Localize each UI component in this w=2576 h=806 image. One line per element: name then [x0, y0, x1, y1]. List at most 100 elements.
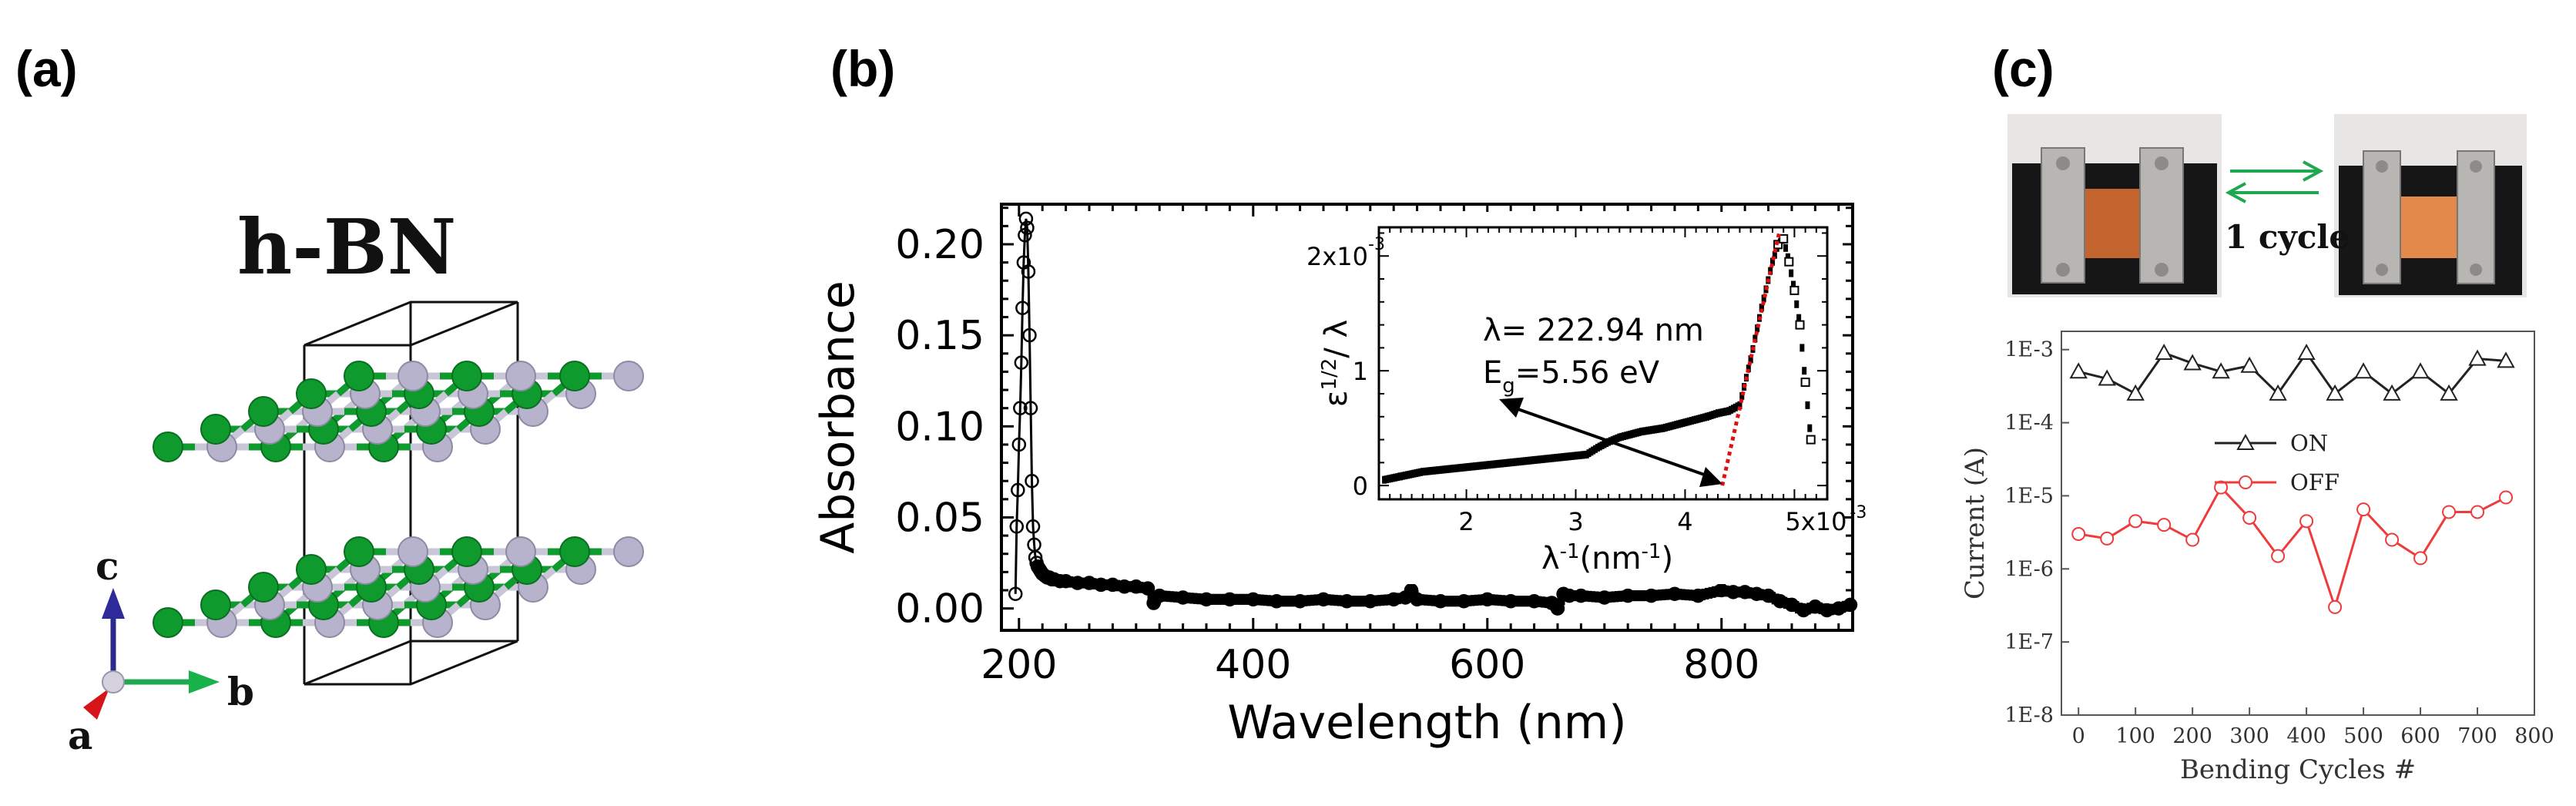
a-axis-arrowhead — [83, 688, 109, 720]
data-point — [1020, 220, 1035, 235]
boron-atom — [296, 378, 327, 409]
boron-atom — [153, 432, 183, 462]
panel-a: (a) h-BN c b a — [15, 40, 644, 758]
boron-atom — [200, 589, 231, 620]
bending-x-tick-label: 400 — [2286, 724, 2326, 748]
data-point-off — [2356, 502, 2371, 517]
hbn-lattice — [153, 361, 644, 638]
inset-y-tick-label: 2x10 — [1306, 242, 1368, 271]
data-point — [1013, 401, 1028, 415]
inset-data-point — [1737, 401, 1742, 409]
bending-y-axis-label: Current (A) — [1960, 447, 1991, 599]
inset-y-tick-label: 1 — [1353, 357, 1368, 386]
y-tick-label: 0.20 — [895, 222, 984, 268]
screw-icon — [2470, 160, 2482, 173]
bending-y-tick-label: 1E-4 — [2004, 411, 2054, 435]
x-axis-label: Wavelength (nm) — [1227, 696, 1626, 750]
bending-chart: 0 100 200 300 400 500 600 700 800 1E-8 1E-7 1E-6 1E-… — [1960, 331, 2554, 785]
data-point — [1021, 264, 1036, 279]
inset-data-point — [1746, 364, 1751, 373]
inset-y-tick-exponent: -3 — [1368, 235, 1385, 254]
data-point-on — [2497, 351, 2515, 368]
device-photo-after — [2334, 114, 2527, 297]
inset-x-tick-label: 4 — [1677, 507, 1692, 536]
cycle-arrows: 1 cycle — [2225, 160, 2350, 256]
bandgap-annotation-part: E — [1483, 355, 1502, 391]
data-point — [1845, 599, 1853, 611]
annotation-arrowhead-icon — [1499, 398, 1524, 418]
inset-y-label-part: ε — [1319, 391, 1354, 408]
bending-x-tick-label: 800 — [2514, 724, 2554, 748]
nitrogen-atom — [505, 536, 536, 567]
inset-y-tick-label: 0 — [1353, 472, 1368, 501]
inset-frame — [1377, 226, 1829, 501]
boron-atom — [200, 414, 231, 445]
data-point-off — [2271, 549, 2286, 563]
bending-x-tick-label: 600 — [2400, 724, 2440, 748]
device-photo-before — [2007, 114, 2222, 297]
nitrogen-atom — [397, 361, 428, 391]
inset-data-point — [1783, 243, 1789, 252]
data-point — [1025, 519, 1041, 534]
photo-after-clamp-left — [2363, 150, 2401, 284]
inset-data-point — [1753, 334, 1758, 343]
bandgap-annotation-part: g — [1502, 374, 1515, 398]
inset-data-point — [1800, 378, 1810, 388]
inset-data-point — [1802, 367, 1807, 375]
bending-x-tick-label: 500 — [2343, 724, 2383, 748]
data-point-on — [2440, 384, 2458, 401]
unit-cell-bottom — [304, 640, 518, 686]
boron-atom — [248, 572, 279, 603]
c-axis-label: c — [96, 543, 119, 589]
data-point — [1011, 482, 1025, 498]
nitrogen-atom — [397, 536, 428, 567]
data-point-off — [2470, 505, 2485, 519]
data-point — [1143, 583, 1152, 594]
bending-y-tick-label: 1E-7 — [2004, 630, 2054, 654]
x-tick-label: 200 — [981, 642, 1057, 688]
inset-data-point — [1796, 314, 1802, 322]
bending-y-tick-label: 1E-8 — [2004, 704, 2054, 727]
inset-data-point — [1794, 300, 1800, 308]
inset-data-point — [1761, 294, 1766, 303]
inset-data-point — [1800, 344, 1805, 352]
series-line-off — [2078, 485, 2507, 611]
inset-data-point — [1784, 257, 1794, 267]
data-point-on — [2326, 384, 2344, 401]
data-point-off — [2242, 510, 2257, 525]
data-point-off — [2499, 490, 2514, 505]
inset-data-point — [1768, 267, 1773, 275]
plot-frame — [1000, 203, 1854, 632]
data-point-off — [2185, 532, 2200, 547]
data-point-off — [2299, 514, 2314, 529]
data-point-on — [2269, 384, 2287, 401]
panel-c-label: (c) — [1992, 40, 2054, 97]
data-point-off — [2128, 514, 2143, 529]
data-point — [1014, 355, 1029, 370]
boron-atom — [153, 607, 183, 638]
bending-x-tick-label: 200 — [2172, 724, 2212, 748]
axis-triad: c b a — [68, 543, 254, 758]
boron-atom — [559, 536, 590, 567]
boron-atom — [344, 361, 374, 391]
bending-y-tick-label: 1E-6 — [2004, 557, 2054, 581]
screw-icon — [2056, 156, 2070, 170]
data-point-on — [2126, 384, 2145, 401]
inset-data-point — [1805, 401, 1810, 409]
inset-data-point — [1789, 285, 1800, 295]
x-tick-label: 800 — [1683, 642, 1759, 688]
bandgap-wavelength-annotation: λ= 222.94 nm — [1483, 313, 1704, 348]
inset-y-axis-label: ε1/2/ λ — [1318, 320, 1354, 407]
photo-after-film — [2388, 196, 2469, 258]
legend-marker-off — [2239, 475, 2252, 489]
photo-after-clamp-right — [2457, 150, 2495, 284]
data-point-off — [2385, 532, 2400, 547]
bending-y-tick-label: 1E-5 — [2004, 484, 2054, 508]
annotation-arrowhead-icon — [1699, 467, 1722, 487]
legend-label-off: OFF — [2290, 469, 2340, 495]
annotation-arrow-line — [1511, 405, 1709, 478]
panel-b: (b) 200 400 600 800 0.00 0.05 0.10 0.15 0.20 Wave… — [811, 40, 1867, 750]
inset-data-point — [1789, 269, 1794, 277]
